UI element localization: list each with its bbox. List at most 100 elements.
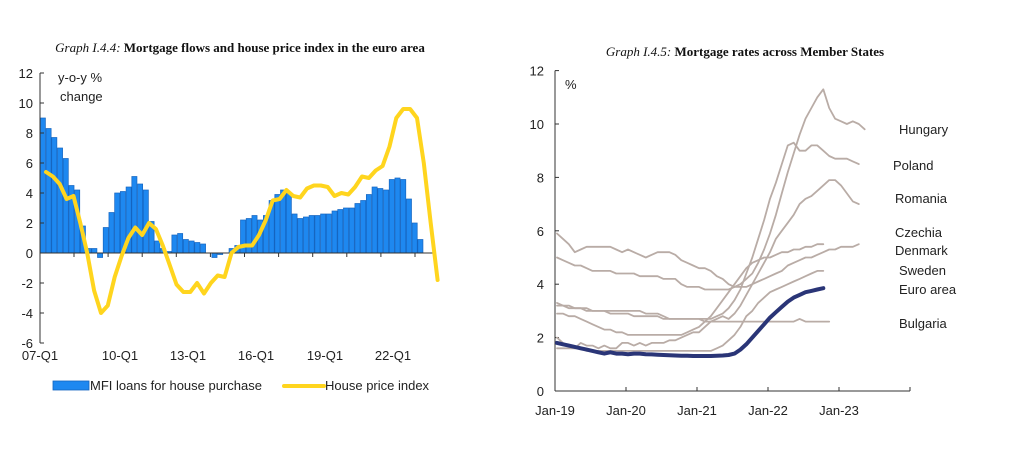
bar	[348, 207, 355, 254]
bar	[57, 147, 63, 254]
bar	[91, 248, 98, 254]
y-axis-label-line1: y-o-y %	[58, 70, 103, 85]
x-tick-label: 07-Q1	[22, 348, 58, 363]
y-tick-label: 12	[530, 64, 544, 79]
x-tick-label: Jan-19	[535, 403, 575, 418]
bar	[51, 137, 58, 254]
bar	[137, 183, 144, 254]
y-tick-label: 4	[26, 186, 33, 201]
bar	[177, 233, 184, 254]
series-label-euro-area: Euro area	[899, 282, 957, 297]
bar	[62, 158, 69, 254]
series-line-euro-area	[555, 286, 826, 358]
x-tick-label: 19-Q1	[307, 348, 343, 363]
bar	[314, 215, 321, 254]
x-tick-label: 13-Q1	[170, 348, 206, 363]
left-chart-title-prefix: Graph I.4.4:	[55, 40, 121, 55]
series-label-romania: Romania	[895, 191, 948, 206]
legend-label-mfi-loans: MFI loans for house purchase	[90, 378, 262, 393]
bar	[188, 240, 195, 254]
y-tick-label: 8	[537, 170, 544, 185]
bar	[245, 218, 252, 254]
bar	[411, 222, 418, 254]
bar	[97, 252, 103, 258]
bar	[297, 218, 304, 254]
series-line-hungary	[556, 88, 866, 291]
bar	[274, 194, 281, 254]
bar	[400, 179, 407, 254]
y-tick-label: 2	[537, 331, 544, 346]
bar	[371, 186, 378, 254]
bar	[417, 239, 424, 254]
series-line-denmark	[556, 232, 860, 288]
x-tick-label: Jan-21	[677, 403, 717, 418]
bar	[291, 213, 298, 254]
right-chart-title-text: Mortgage rates across Member States	[674, 44, 885, 59]
bar	[154, 240, 161, 254]
bar	[354, 203, 361, 254]
y-tick-label: -2	[21, 276, 33, 291]
bar	[285, 192, 292, 254]
bar	[200, 243, 206, 254]
series-label-poland: Poland	[893, 158, 933, 173]
right-chart-title: Graph I.4.5: Mortgage rates across Membe…	[560, 44, 930, 59]
left-chart: -6 -4 -2 0 2 4 6 8 10 12 07-Q1 10-Q1 13-Q1 16-Q1 19-Q1…	[19, 66, 440, 393]
bar	[331, 210, 338, 254]
series-line-poland	[556, 141, 860, 320]
y-axis-label-line2: change	[60, 89, 103, 104]
y-tick-label: 0	[26, 246, 33, 261]
x-tick-label: Jan-23	[819, 403, 859, 418]
right-chart-title-prefix: Graph I.4.5:	[605, 44, 672, 59]
series-label-hungary: Hungary	[899, 122, 949, 137]
bar	[194, 242, 201, 254]
y-tick-label: 10	[530, 117, 544, 132]
y-tick-label: 12	[19, 66, 33, 81]
y-tick-label: 6	[537, 224, 544, 239]
legend-swatch-mfi-loans	[52, 380, 90, 391]
y-tick-label: 8	[26, 126, 33, 141]
bar	[377, 188, 384, 254]
left-chart-title-text: Mortgage flows and house price index in …	[123, 40, 425, 55]
bar	[45, 128, 52, 254]
series-line-bulgaria	[556, 301, 831, 323]
x-tick-label: 10-Q1	[102, 348, 138, 363]
bar	[337, 209, 344, 254]
bar	[131, 176, 138, 254]
bar	[320, 213, 327, 254]
bar	[114, 192, 121, 254]
y-tick-label: -4	[21, 306, 33, 321]
y-axis-label: %	[565, 77, 577, 92]
bar	[343, 207, 349, 254]
bar	[406, 198, 412, 254]
x-tick-label: Jan-20	[606, 403, 646, 418]
y-tick-label: -6	[21, 336, 33, 351]
y-tick-label: 10	[19, 96, 33, 111]
bar	[171, 234, 178, 254]
bar	[142, 189, 149, 254]
series-label-czechia: Czechia	[895, 225, 943, 240]
series-line-czechia	[556, 243, 825, 336]
legend-label-house-price: House price index	[325, 378, 430, 393]
bar	[388, 179, 395, 254]
x-tick-label: 22-Q1	[375, 348, 411, 363]
bar	[211, 252, 218, 258]
y-tick-label: 6	[26, 156, 33, 171]
bar	[394, 177, 401, 254]
y-tick-label: 0	[537, 384, 544, 399]
series-label-sweden: Sweden	[899, 263, 946, 278]
bar	[325, 213, 332, 254]
bar	[108, 212, 115, 254]
bar	[360, 200, 367, 254]
house-price-index-line	[44, 107, 440, 315]
series-label-bulgaria: Bulgaria	[899, 316, 947, 331]
right-chart: 0 2 4 6 8 10 12 Jan-19 Jan-20 Jan-21 Jan-22 Jan-23%…	[530, 64, 957, 418]
bar	[308, 215, 315, 254]
bar	[303, 216, 309, 254]
y-tick-label: 2	[26, 216, 33, 231]
bar	[39, 117, 46, 254]
series-line-romania	[556, 179, 860, 350]
bar	[182, 239, 189, 254]
series-line-sweden	[556, 269, 825, 352]
y-tick-label: 4	[537, 277, 544, 292]
